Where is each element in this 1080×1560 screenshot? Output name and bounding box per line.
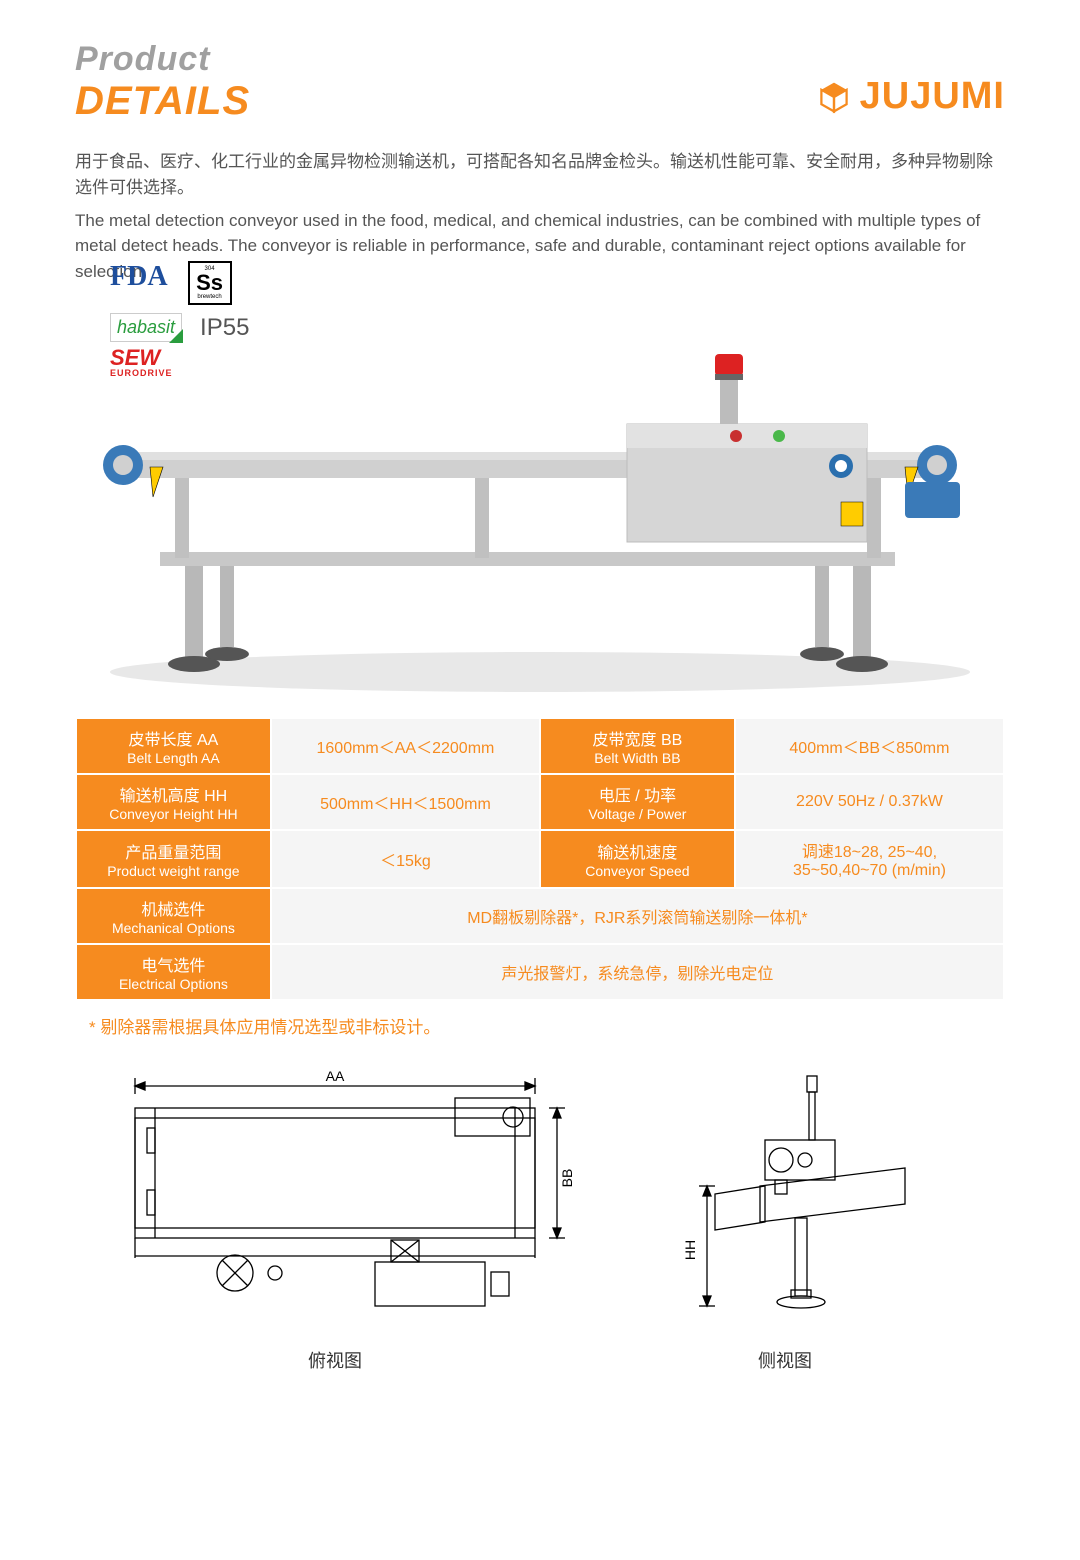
side-view-caption: 侧视图: [655, 1347, 915, 1373]
title-details: DETAILS: [75, 79, 250, 124]
top-view-diagram: AA BB 俯视图: [95, 1068, 575, 1373]
technical-diagrams: AA BB 俯视图: [75, 1068, 1005, 1373]
svg-text:AA: AA: [326, 1068, 345, 1084]
title-product: Product: [75, 40, 250, 79]
cube-icon: [816, 79, 852, 115]
fda-badge: FDA: [110, 261, 168, 305]
page-header: Product DETAILS JUJUMI: [75, 40, 1005, 124]
sew-badge: SEW EURODRIVE: [110, 348, 249, 377]
ip55-badge: IP55: [200, 314, 249, 342]
spec-table: 皮带长度 AABelt Length AA 1600mm＜AA＜2200mm 皮…: [75, 717, 1005, 1001]
table-row: 产品重量范围Product weight range ＜15kg 输送机速度Co…: [76, 830, 1004, 888]
table-footnote: * 剔除器需根据具体应用情况选型或非标设计。: [89, 1013, 1005, 1038]
ss304-badge: 304 Ss brewtech: [188, 261, 232, 305]
table-row: 机械选件Mechanical Options MD翻板剔除器*，RJR系列滚筒输…: [76, 888, 1004, 944]
svg-text:HH: HH: [682, 1240, 698, 1260]
brand-name: JUJUMI: [860, 75, 1005, 118]
brand-logo: JUJUMI: [816, 75, 1005, 118]
top-view-caption: 俯视图: [95, 1347, 575, 1373]
svg-text:BB: BB: [559, 1169, 575, 1188]
certification-badges: FDA 304 Ss brewtech habasit IP55 SEW EUR…: [110, 261, 249, 377]
side-view-diagram: HH 侧视图: [655, 1068, 915, 1373]
description-cn: 用于食品、医疗、化工行业的金属异物检测输送机，可搭配各知名品牌金检头。输送机性能…: [75, 149, 1005, 202]
habasit-badge: habasit: [110, 313, 182, 342]
title-block: Product DETAILS: [75, 40, 250, 124]
table-row: 输送机高度 HHConveyor Height HH 500mm＜HH＜1500…: [76, 774, 1004, 830]
table-row: 皮带长度 AABelt Length AA 1600mm＜AA＜2200mm 皮…: [76, 718, 1004, 774]
table-row: 电气选件Electrical Options 声光报警灯，系统急停，剔除光电定位: [76, 944, 1004, 1000]
